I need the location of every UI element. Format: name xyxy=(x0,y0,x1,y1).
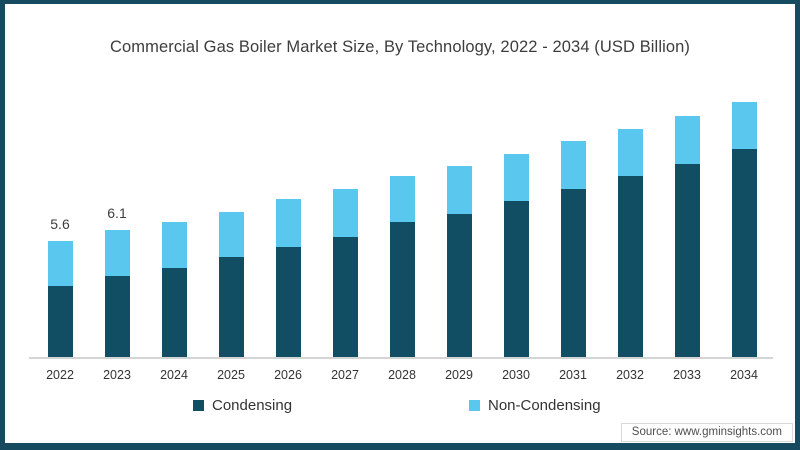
bar-segment-condensing-2032 xyxy=(617,176,643,357)
x-axis-line xyxy=(29,357,773,359)
bar-segment-condensing-2034 xyxy=(731,149,757,357)
bar-segment-non-condensing-2023 xyxy=(104,230,130,277)
x-axis-label-2023: 2023 xyxy=(103,368,131,382)
chart-legend: Condensing Non-Condensing xyxy=(5,397,795,419)
bar-segment-condensing-2027 xyxy=(332,236,358,357)
bar-segment-condensing-2023 xyxy=(104,276,130,357)
bar-segment-non-condensing-2024 xyxy=(161,222,187,268)
x-axis-label-2032: 2032 xyxy=(616,368,644,382)
bar-segment-condensing-2028 xyxy=(389,222,415,357)
x-axis-label-2027: 2027 xyxy=(331,368,359,382)
x-axis-label-2024: 2024 xyxy=(160,368,188,382)
bar-segment-condensing-2024 xyxy=(161,267,187,357)
bar-segment-condensing-2026 xyxy=(275,246,301,357)
bar-segment-condensing-2033 xyxy=(674,163,700,357)
x-axis-label-2029: 2029 xyxy=(445,368,473,382)
bar-segment-condensing-2030 xyxy=(503,201,529,357)
bar-segment-non-condensing-2022 xyxy=(47,240,73,287)
legend-swatch-icon xyxy=(469,400,480,411)
bar-segment-non-condensing-2029 xyxy=(446,166,472,214)
bar-segment-non-condensing-2025 xyxy=(218,211,244,258)
x-axis-label-2033: 2033 xyxy=(673,368,701,382)
bar-segment-non-condensing-2033 xyxy=(674,116,700,164)
bar-segment-non-condensing-2028 xyxy=(389,176,415,223)
bar-segment-non-condensing-2031 xyxy=(560,141,586,189)
bar-segment-non-condensing-2034 xyxy=(731,101,757,150)
bar-segment-non-condensing-2032 xyxy=(617,128,643,177)
x-axis-label-2022: 2022 xyxy=(46,368,74,382)
legend-swatch-icon xyxy=(193,400,204,411)
bar-segment-non-condensing-2027 xyxy=(332,188,358,237)
total-value-label-2022: 5.6 xyxy=(50,215,70,232)
legend-label: Non-Condensing xyxy=(488,397,601,414)
bar-segment-condensing-2022 xyxy=(47,286,73,357)
x-axis-label-2025: 2025 xyxy=(217,368,245,382)
bar-segment-condensing-2031 xyxy=(560,188,586,357)
plot-area: 2022 2023 2024 2025 2026 2027 2028 2029 2030 2031… xyxy=(5,4,795,443)
x-axis-label-2026: 2026 xyxy=(274,368,302,382)
chart-title: Commercial Gas Boiler Market Size, By Te… xyxy=(109,38,691,56)
x-axis-label-2028: 2028 xyxy=(388,368,416,382)
bar-segment-non-condensing-2026 xyxy=(275,199,301,247)
legend-item-condensing: Condensing xyxy=(193,397,292,414)
source-attribution: Source: www.gminsights.com xyxy=(620,423,793,442)
total-value-label-2023: 6.1 xyxy=(107,205,127,222)
x-axis-label-2030: 2030 xyxy=(502,368,530,382)
bar-segment-condensing-2025 xyxy=(218,257,244,357)
x-axis-label-2034: 2034 xyxy=(730,368,758,382)
bar-segment-non-condensing-2030 xyxy=(503,153,529,202)
legend-item-non-condensing: Non-Condensing xyxy=(469,397,601,414)
x-axis-label-2031: 2031 xyxy=(559,368,587,382)
bar-segment-condensing-2029 xyxy=(446,213,472,357)
legend-label: Condensing xyxy=(212,397,293,414)
